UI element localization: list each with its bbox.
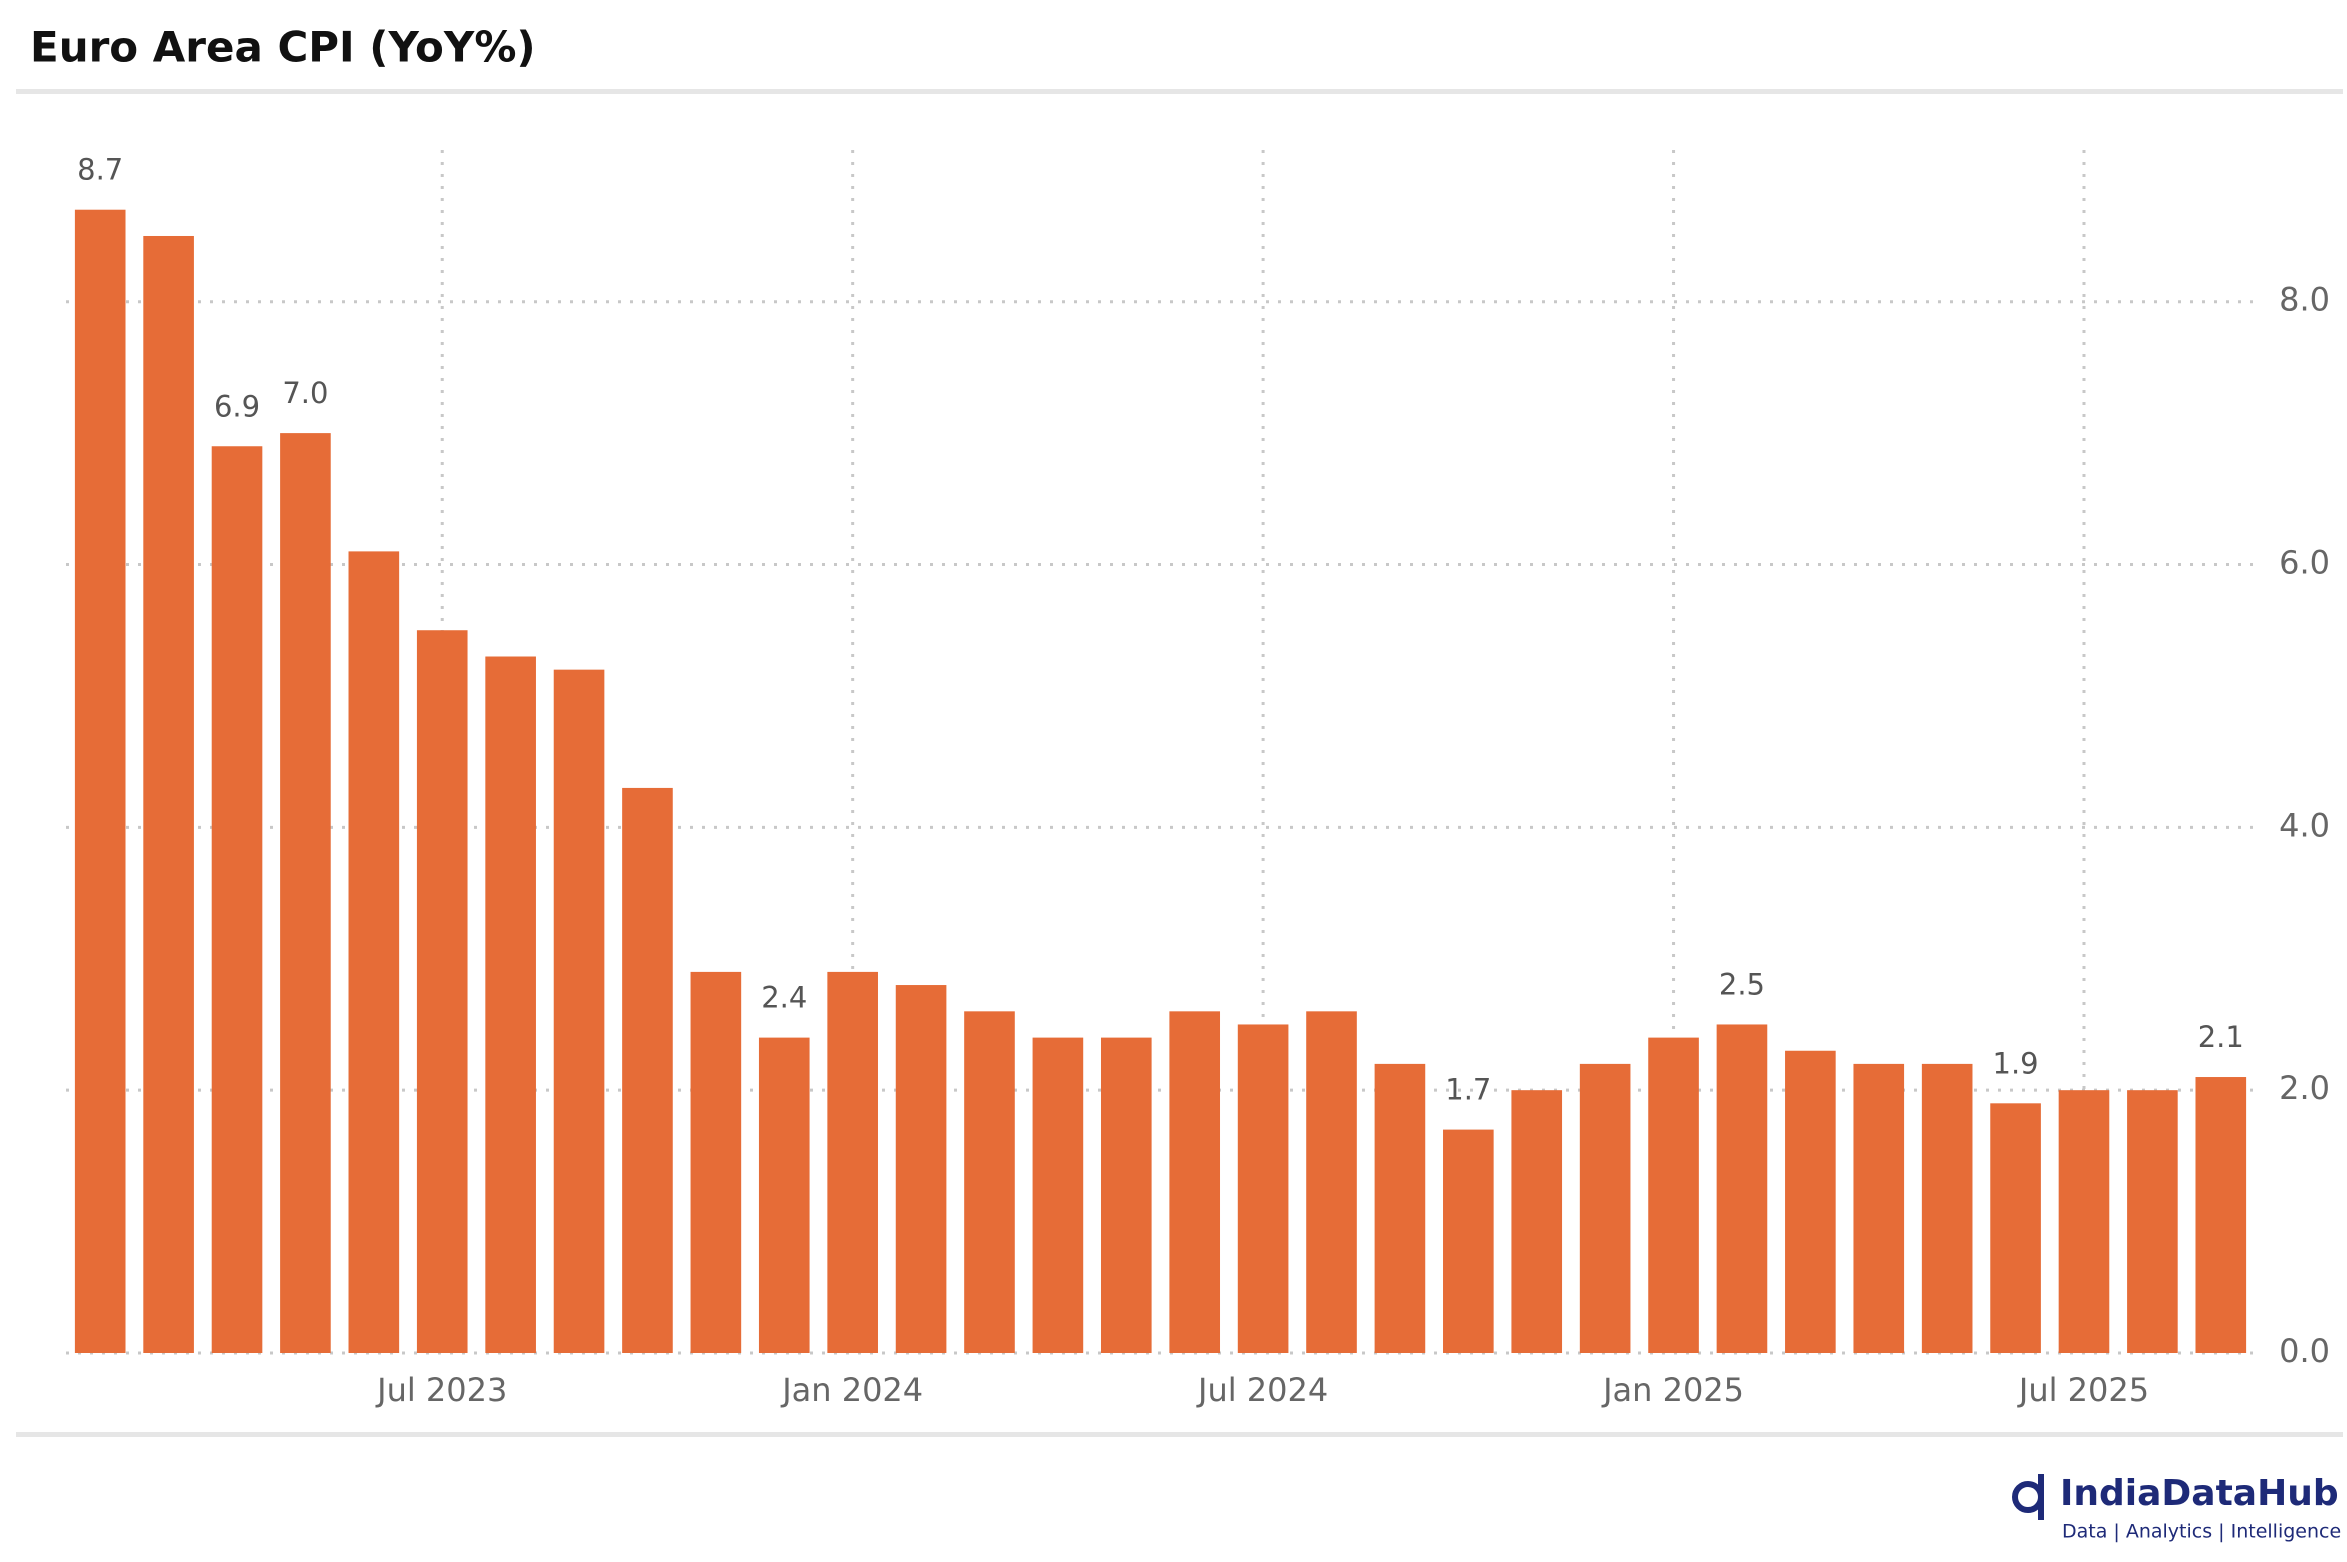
bar — [553, 669, 605, 1353]
y-tick-label: 6.0 — [2279, 544, 2330, 582]
x-tick-label: Jan 2024 — [780, 1371, 923, 1409]
y-tick-label: 2.0 — [2279, 1069, 2330, 1107]
bar — [485, 656, 536, 1353]
x-tick-label: Jan 2025 — [1601, 1371, 1744, 1409]
logo-icon — [2012, 1481, 2044, 1513]
bar — [1100, 1037, 1152, 1353]
x-tick-label: Jul 2023 — [375, 1371, 507, 1409]
bar — [895, 985, 947, 1353]
data-label: 7.0 — [282, 376, 328, 410]
y-tick-label: 4.0 — [2279, 806, 2330, 844]
data-label: 2.1 — [2198, 1020, 2244, 1054]
bar — [280, 433, 331, 1353]
bar — [1579, 1063, 1631, 1353]
bar — [1374, 1063, 1426, 1353]
bar — [1785, 1050, 1836, 1353]
data-label: 6.9 — [214, 389, 260, 423]
top-rule — [16, 89, 2343, 94]
y-tick-label: 8.0 — [2279, 281, 2330, 319]
bar — [622, 787, 673, 1353]
bar — [143, 235, 194, 1353]
bar — [1169, 1011, 1221, 1353]
bar — [2195, 1077, 2247, 1353]
bar — [1990, 1103, 2041, 1353]
bar — [211, 446, 263, 1353]
data-label: 8.7 — [77, 153, 123, 187]
bar — [1237, 1024, 1289, 1353]
bar — [74, 209, 126, 1353]
bar — [2058, 1090, 2110, 1353]
y-tick-label: 0.0 — [2279, 1332, 2330, 1370]
bottom-rule — [16, 1432, 2343, 1437]
bar — [1511, 1090, 1563, 1353]
bar — [1443, 1129, 1494, 1353]
data-label: 1.7 — [1445, 1073, 1491, 1107]
brand-tagline: Data | Analytics | Intelligence — [2062, 1521, 2341, 1543]
bar — [1921, 1063, 1973, 1353]
chart-title: Euro Area CPI (YoY%) — [30, 23, 536, 72]
bar — [416, 630, 468, 1353]
bar — [1716, 1024, 1768, 1353]
bar — [964, 1011, 1015, 1353]
bar — [1032, 1037, 1084, 1353]
data-label: 2.5 — [1719, 967, 1765, 1001]
x-tick-label: Jul 2024 — [1196, 1371, 1328, 1409]
bar — [1853, 1063, 1905, 1353]
bar — [690, 971, 742, 1353]
bar — [348, 551, 400, 1353]
data-label: 2.4 — [761, 981, 807, 1015]
bar — [1306, 1011, 1357, 1353]
brand-name: IndiaDataHub — [2060, 1473, 2339, 1514]
bar — [2127, 1090, 2178, 1353]
bar — [758, 1037, 810, 1353]
bar — [827, 971, 878, 1353]
data-label: 1.9 — [1993, 1046, 2039, 1080]
logo: IndiaDataHub Data | Analytics | Intellig… — [2012, 1473, 2341, 1543]
bar — [1648, 1037, 1699, 1353]
x-tick-label: Jul 2025 — [2017, 1371, 2149, 1409]
